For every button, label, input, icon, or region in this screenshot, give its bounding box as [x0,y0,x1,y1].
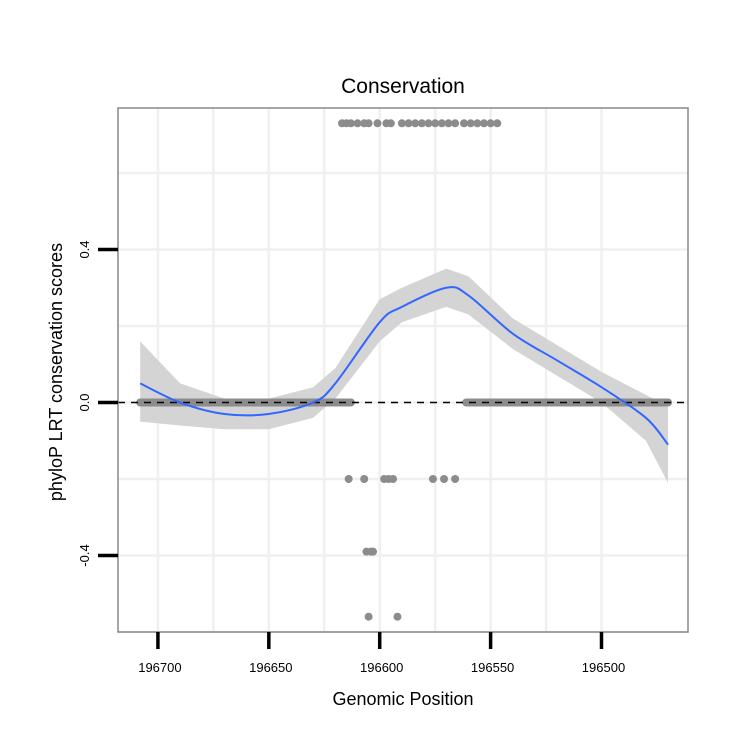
chart-title: Conservation [341,75,465,98]
data-point [417,119,426,128]
data-point [493,119,502,128]
confidence-band-layer [140,268,669,483]
data-point [353,119,362,128]
x-axis-title: Genomic Position [332,689,473,709]
data-point [473,119,482,128]
data-point [411,119,420,128]
y-tick-label: 0.4 [77,240,92,258]
data-point [428,475,437,484]
data-point [437,119,446,128]
smooth-line [139,286,669,446]
data-point [364,119,373,128]
data-point [451,119,460,128]
data-point [346,119,355,128]
data-point [373,119,382,128]
data-point [431,119,440,128]
y-axis-title: phyloP LRT conservation scores [46,243,66,501]
y-tick-label: 0.0 [77,393,92,411]
data-point [389,475,398,484]
data-point [393,612,402,621]
smooth-line-layer [139,286,669,446]
x-tick-label: 196600 [360,660,403,675]
x-tick-label: 196550 [471,660,514,675]
data-point [404,119,413,128]
data-point [479,119,488,128]
data-point [486,119,495,128]
data-point [344,475,353,484]
confidence-band [140,268,669,483]
data-point [364,612,373,621]
data-point [451,475,460,484]
y-tick-label: -0.4 [77,544,92,566]
x-tick-label: 196700 [138,660,181,675]
panel-border [117,107,689,633]
data-point [424,119,433,128]
x-tick-label: 196650 [249,660,292,675]
x-tick-label: 196500 [582,660,625,675]
data-point [466,119,475,128]
data-point [440,475,449,484]
data-point [397,119,406,128]
data-point [360,475,369,484]
data-point [386,119,395,128]
data-point [459,119,468,128]
axes: 196700 196650 196600 196550 196500 -0.4 0.0 0.4 [77,240,625,675]
data-point [369,547,378,556]
data-point [444,119,453,128]
